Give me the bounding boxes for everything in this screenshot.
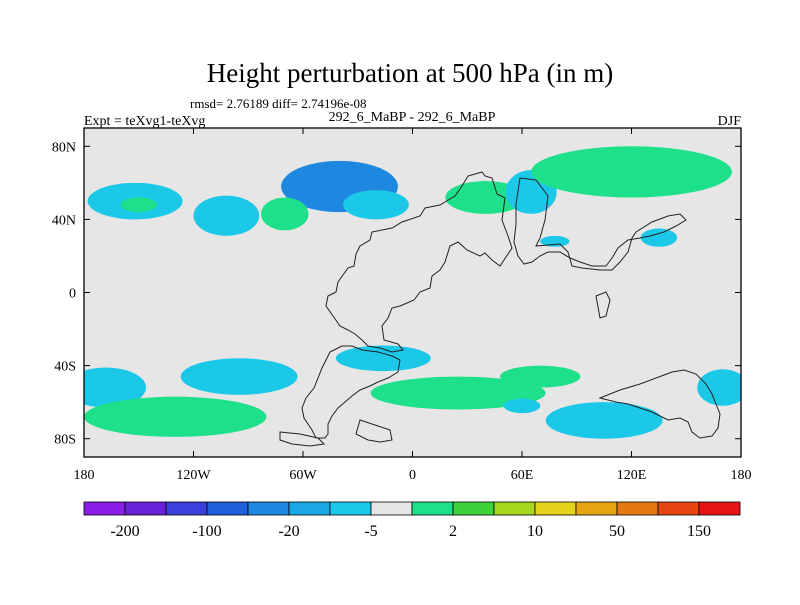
y-tick-label: 40N <box>52 213 76 228</box>
anomaly-region-18 <box>500 365 581 388</box>
colorbar-swatch <box>206 501 249 516</box>
anomaly-region-4 <box>193 195 260 236</box>
x-tick-label: 180 <box>74 468 95 483</box>
colorbar-swatch <box>288 501 331 516</box>
colorbar-label: 2 <box>449 523 457 540</box>
y-tick-label: 0 <box>69 287 76 302</box>
y-tick-label: 80S <box>54 433 76 448</box>
anomaly-region-1 <box>343 190 409 220</box>
coastline-arabia <box>595 291 611 319</box>
colorbar-swatch <box>247 501 290 516</box>
coastline-north-america <box>325 171 513 353</box>
coastline-eurasia <box>513 177 687 271</box>
colorbar-label: -200 <box>110 523 139 540</box>
x-tick-label: 60W <box>289 468 317 483</box>
anomaly-region-13 <box>335 345 431 372</box>
colorbar-swatch <box>452 501 495 516</box>
colorbar-swatch <box>165 501 208 516</box>
axis-layer: 180 120W 60W 0 60E 120E 180 80N 40N 0 40S 80S <box>52 128 752 483</box>
colorbar: -200 -100 -20 -5 2 10 50 150 <box>83 501 741 540</box>
experiment-label: Expt = teXvg1-teXvg <box>84 114 205 129</box>
y-tick-label: 80N <box>52 140 76 155</box>
anomaly-region-6 <box>445 181 526 214</box>
x-tick-label: 0 <box>409 468 416 483</box>
case-label: 292_6_MaBP - 292_6_MaBP <box>329 110 496 125</box>
anomaly-region-12 <box>180 358 298 395</box>
x-tick-label: 120E <box>617 468 647 483</box>
anomaly-region-8 <box>531 146 732 198</box>
colorbar-swatch <box>329 501 372 516</box>
anomaly-region-16 <box>545 402 663 439</box>
coastline-australia <box>598 369 721 439</box>
colorbar-swatch <box>534 501 577 516</box>
x-tick-label: 120W <box>176 468 211 483</box>
season-label: DJF <box>718 114 742 129</box>
anomaly-region-9 <box>640 228 678 247</box>
colorbar-swatch <box>616 501 659 516</box>
chart-subtitle: rmsd= 2.76189 diff= 2.74196e-08 <box>190 96 367 111</box>
colorbar-label: -100 <box>192 523 221 540</box>
anomaly-region-10 <box>540 235 570 247</box>
coastline-layer <box>279 171 721 447</box>
colorbar-swatch <box>411 501 454 516</box>
colorbar-swatch <box>124 501 167 516</box>
coastline-antarctica <box>279 419 393 447</box>
anomaly-region-19 <box>503 398 541 414</box>
colorbar-label: 50 <box>609 523 625 540</box>
anomaly-region-3 <box>120 197 157 213</box>
colorbar-label: 150 <box>687 523 711 540</box>
x-tick-label: 60E <box>511 468 534 483</box>
anomaly-region-15 <box>84 396 267 437</box>
anomaly-fill-layer <box>84 146 741 439</box>
colorbar-swatch <box>657 501 700 516</box>
anomaly-region-17 <box>697 369 741 406</box>
y-tick-label: 40S <box>54 360 76 375</box>
colorbar-label: -20 <box>278 523 299 540</box>
anomaly-region-14 <box>370 376 546 410</box>
colorbar-swatch <box>83 501 126 516</box>
chart-title: Height perturbation at 500 hPa (in m) <box>207 58 613 88</box>
x-tick-label: 180 <box>731 468 752 483</box>
colorbar-swatch <box>493 501 536 516</box>
colorbar-swatch <box>370 501 413 516</box>
colorbar-swatch <box>575 501 618 516</box>
anomaly-region-5 <box>261 197 309 231</box>
colorbar-label: -5 <box>364 523 377 540</box>
anomaly-region-11 <box>84 367 147 408</box>
colorbar-label: 10 <box>527 523 543 540</box>
coastline-south-america <box>301 345 401 439</box>
colorbar-swatch <box>698 501 741 516</box>
